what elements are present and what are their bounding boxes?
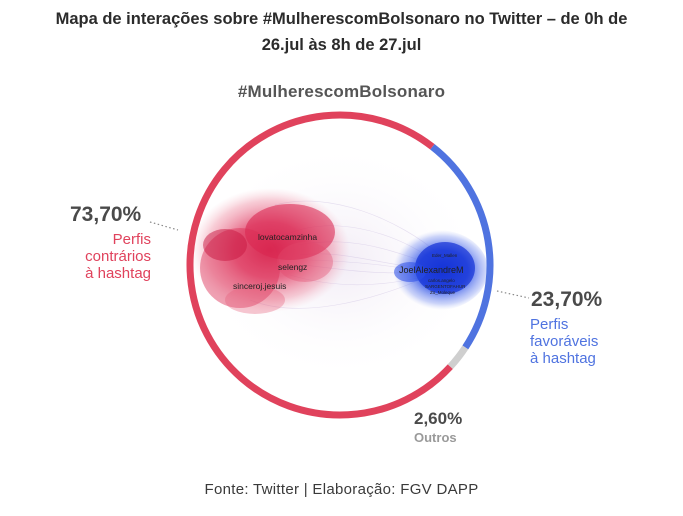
ring-arc-contrarios <box>186 111 453 419</box>
label-favoraveis-line-2: favoráveis <box>530 333 599 350</box>
node-label-red-3: sinceroj.jesuis <box>233 281 286 291</box>
leader-line-favoraveis <box>496 290 530 299</box>
node-label-blue-4: SARGENTOFAHUR <box>425 284 466 289</box>
node-label-red-2: selengz <box>278 262 307 272</box>
label-contrarios-line-3: à hashtag <box>85 265 151 282</box>
leader-line-contrarios <box>149 221 179 231</box>
node-label-blue-2: Eder_Mallen <box>432 253 458 258</box>
source-note: Fonte: Twitter | Elaboração: FGV DAPP <box>204 481 479 498</box>
node-label-blue-5: Zo_Moleque <box>430 290 456 295</box>
node-label-red-1: lovatocamzinha <box>258 232 317 242</box>
cluster-favoraveis <box>388 230 488 310</box>
percent-favoraveis: 23,70% <box>531 288 603 311</box>
label-contrarios-line-1: Perfis <box>112 231 151 248</box>
label-contrarios: Perfis contrários à hashtag <box>58 231 151 282</box>
label-contrarios-line-2: contrários <box>85 248 151 265</box>
chart-title: Mapa de interações sobre #MulherescomBol… <box>0 6 683 58</box>
node-label-blue-3: carlos.angelo <box>428 278 455 283</box>
chart-title-line-2: 26.jul às 8h de 27.jul <box>261 36 422 54</box>
node-label-blue-1: JoelAlexandreM <box>399 265 464 275</box>
percent-contrarios: 73,70% <box>70 203 142 226</box>
hashtag-heading: #MulherescomBolsonaro <box>237 82 446 101</box>
label-favoraveis-line-3: à hashtag <box>530 350 596 367</box>
share-ring <box>186 111 494 419</box>
label-outros: Outros <box>414 430 457 445</box>
label-favoraveis-line-1: Perfis <box>530 316 569 333</box>
ring-arc-outros <box>447 345 469 370</box>
cluster-contrarios <box>190 188 350 314</box>
percent-outros: 2,60% <box>414 409 463 428</box>
chart-title-line-1: Mapa de interações sobre #MulherescomBol… <box>55 10 628 28</box>
ring-arc-favoraveis <box>430 144 494 350</box>
label-favoraveis: Perfis favoráveis à hashtag <box>530 316 630 367</box>
